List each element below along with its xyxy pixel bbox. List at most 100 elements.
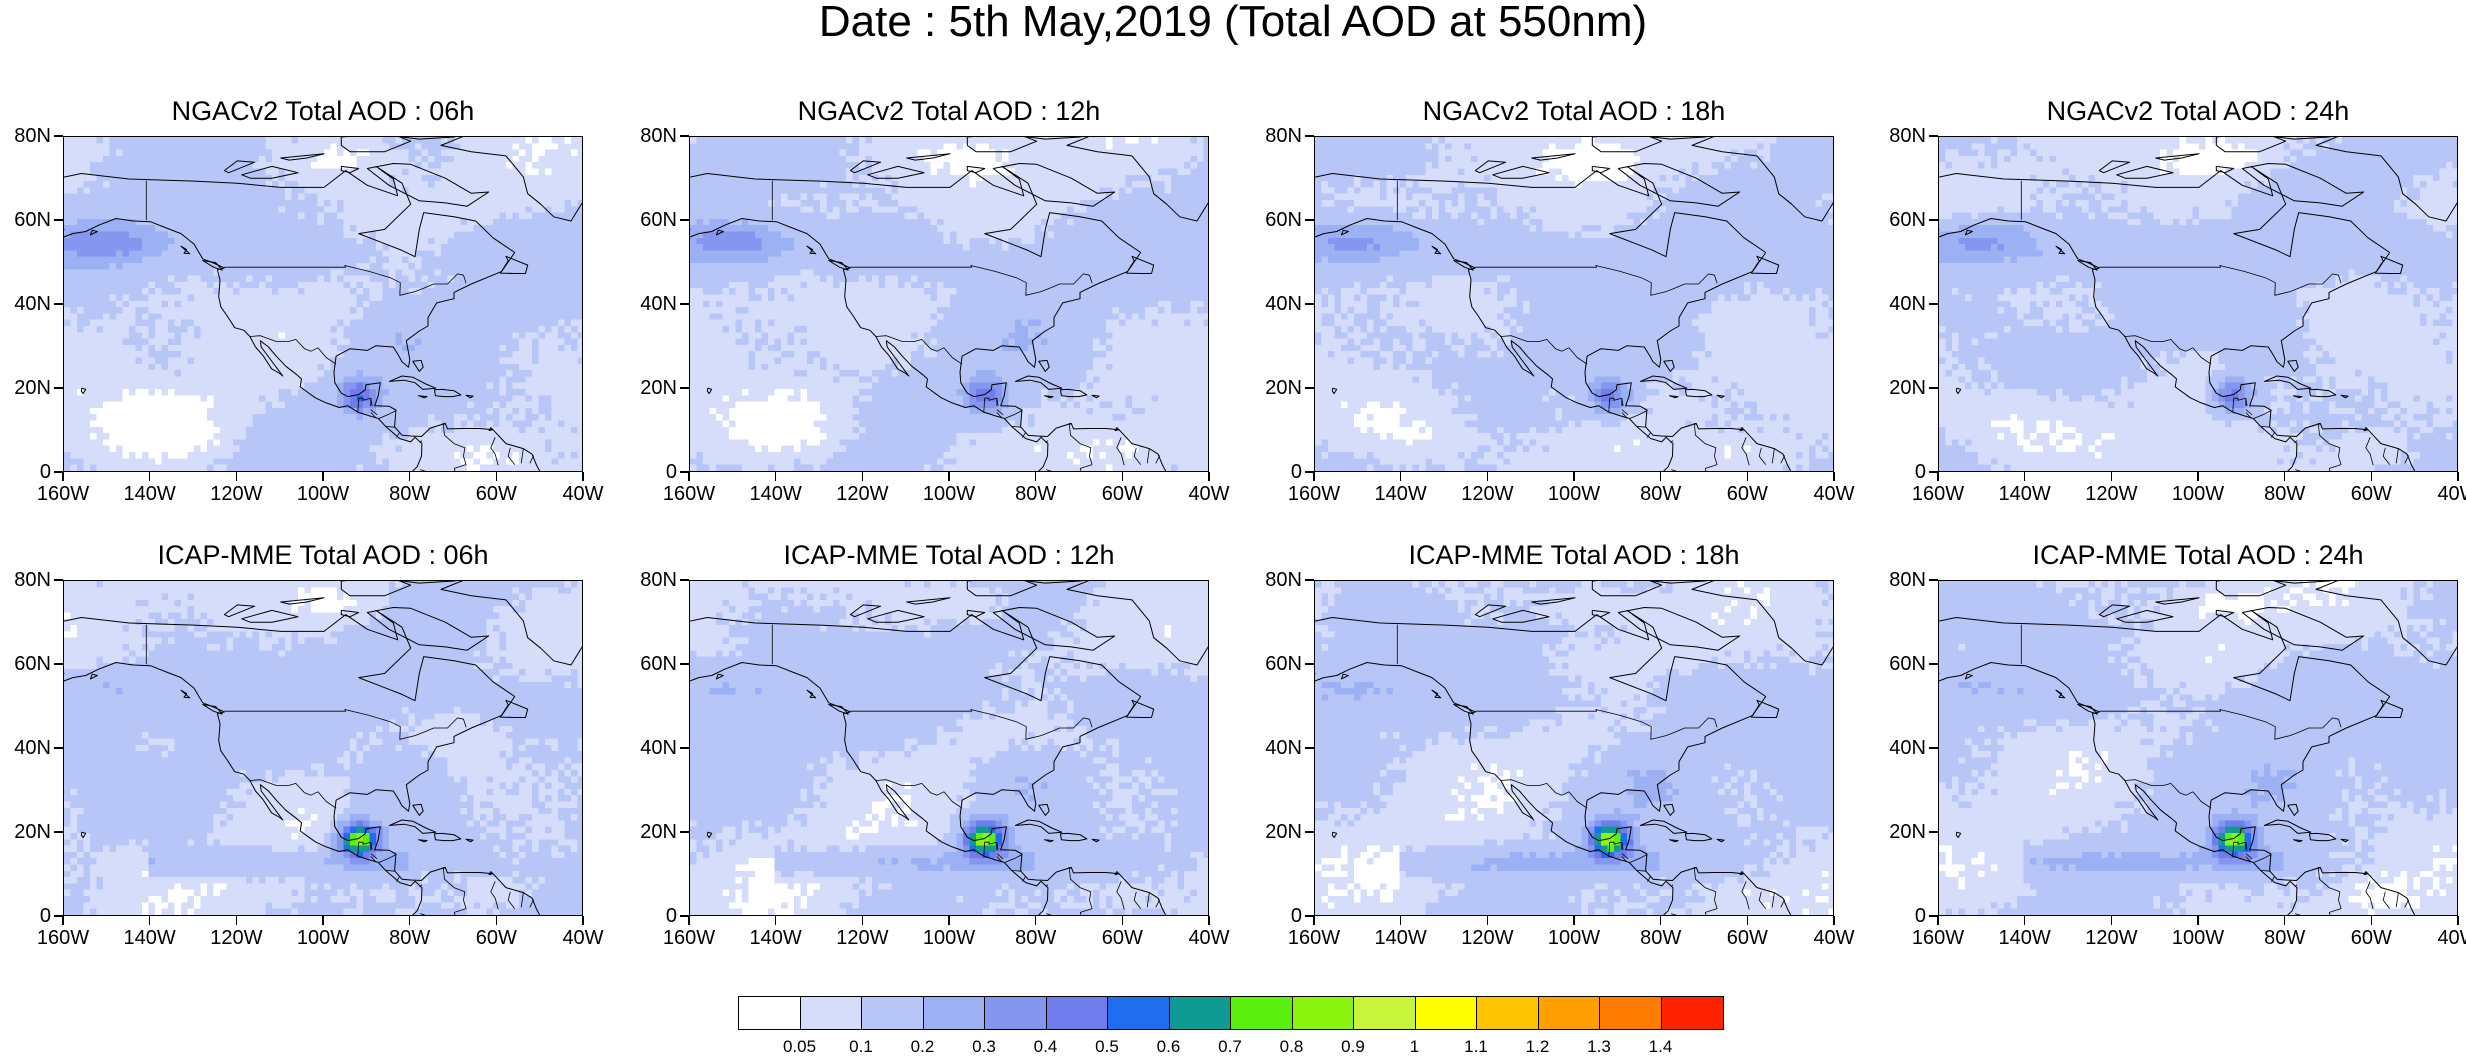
aod-field: [690, 581, 1208, 915]
lon-label: 60W: [1707, 484, 1787, 504]
lat-label: 40N: [0, 738, 51, 758]
lon-tick: [2110, 916, 2113, 925]
lon-label: 80W: [2245, 484, 2325, 504]
map-frame: [689, 580, 1209, 916]
lon-tick: [1208, 472, 1210, 481]
colorbar-label: 1.1: [1446, 1038, 1506, 1055]
lat-label: 0: [1244, 906, 1302, 926]
lat-tick: [1929, 219, 1938, 221]
panel-title: ICAP-MME Total AOD : 12h: [679, 540, 1219, 570]
lat-tick: [680, 663, 689, 665]
colorbar-swatch: [1108, 997, 1170, 1029]
lon-tick: [1313, 472, 1315, 481]
lat-label: 80N: [1868, 570, 1926, 590]
lon-label: 100W: [283, 928, 363, 948]
coastlines: [64, 581, 582, 915]
lon-label: 140W: [736, 484, 816, 504]
colorbar-swatch: [1600, 997, 1662, 1029]
aod-field: [64, 137, 582, 471]
lon-label: 120W: [196, 484, 276, 504]
lat-label: 60N: [619, 654, 677, 674]
lon-tick: [1121, 916, 1124, 925]
lat-tick: [54, 135, 63, 137]
lon-tick: [1121, 472, 1124, 481]
lat-label: 20N: [0, 822, 51, 842]
lat-tick: [1305, 747, 1314, 749]
lon-tick: [2023, 472, 2026, 481]
lat-tick: [1929, 663, 1938, 665]
lon-label: 100W: [909, 484, 989, 504]
lon-label: 40W: [543, 928, 623, 948]
colorbar-swatch: [800, 997, 862, 1029]
lon-label: 140W: [1985, 928, 2065, 948]
lon-label: 120W: [822, 928, 902, 948]
lon-label: 140W: [110, 928, 190, 948]
aod-map: [690, 137, 1208, 471]
lon-label: 40W: [2418, 484, 2466, 504]
lon-label: 60W: [2331, 484, 2411, 504]
lat-tick: [1929, 579, 1938, 581]
lat-tick: [680, 219, 689, 221]
lat-tick: [1305, 135, 1314, 137]
lon-label: 60W: [456, 928, 536, 948]
lat-label: 60N: [1868, 210, 1926, 230]
panel-title: ICAP-MME Total AOD : 18h: [1304, 540, 1844, 570]
lon-label: 120W: [1447, 484, 1527, 504]
map-panel: ICAP-MME Total AOD : 18h 80N 60N 40N 20N 0 160…: [1265, 540, 1854, 948]
lon-label: 60W: [1707, 928, 1787, 948]
lon-tick: [1937, 916, 1939, 925]
coastlines: [690, 137, 1208, 471]
colorbar-label: 0.5: [1077, 1038, 1137, 1055]
lon-label: 40W: [1794, 484, 1874, 504]
lat-label: 20N: [1868, 822, 1926, 842]
lon-label: 160W: [1274, 484, 1354, 504]
lon-label: 120W: [196, 928, 276, 948]
lat-label: 0: [1244, 462, 1302, 482]
colorbar-swatch: [862, 997, 924, 1029]
lon-label: 140W: [1361, 484, 1441, 504]
lon-tick: [2197, 472, 2199, 481]
colorbar-swatch: [985, 997, 1047, 1029]
colorbar-swatch: [1169, 997, 1231, 1029]
map-frame: [1938, 580, 2458, 916]
panel-title: ICAP-MME Total AOD : 24h: [1928, 540, 2466, 570]
lat-label: 0: [0, 462, 51, 482]
lon-tick: [1833, 916, 1835, 925]
lon-label: 60W: [2331, 928, 2411, 948]
coastlines: [1315, 137, 1833, 471]
colorbar-label: 0.4: [1016, 1038, 1076, 1055]
aod-map: [64, 581, 582, 915]
colorbar-label: 0.9: [1323, 1038, 1383, 1055]
lat-tick: [1929, 135, 1938, 137]
map-panel: NGACv2 Total AOD : 18h 80N 60N 40N 20N 0 160W 1…: [1265, 96, 1854, 504]
lon-tick: [2283, 472, 2286, 481]
lat-label: 40N: [1868, 738, 1926, 758]
lon-label: 120W: [1447, 928, 1527, 948]
lon-label: 100W: [283, 484, 363, 504]
lat-label: 40N: [619, 294, 677, 314]
lat-label: 60N: [0, 654, 51, 674]
aod-map: [1939, 137, 2457, 471]
lon-tick: [62, 472, 64, 481]
lon-tick: [1034, 916, 1037, 925]
lon-tick: [861, 916, 864, 925]
map-frame: [1314, 136, 1834, 472]
map-frame: [689, 136, 1209, 472]
lon-tick: [1486, 916, 1489, 925]
lon-tick: [1659, 916, 1662, 925]
lon-tick: [1486, 472, 1489, 481]
lon-tick: [1399, 916, 1402, 925]
colorbar-label: 0.1: [831, 1038, 891, 1055]
lat-label: 60N: [1868, 654, 1926, 674]
lon-label: 40W: [1794, 928, 1874, 948]
lat-label: 40N: [0, 294, 51, 314]
lat-tick: [680, 135, 689, 137]
lon-tick: [2197, 916, 2199, 925]
colorbar-label: 1: [1385, 1038, 1445, 1055]
lat-label: 20N: [1244, 378, 1302, 398]
lon-tick: [408, 916, 411, 925]
lon-tick: [235, 916, 238, 925]
lon-tick: [948, 472, 950, 481]
aod-field: [1315, 137, 1833, 471]
lon-tick: [688, 916, 690, 925]
